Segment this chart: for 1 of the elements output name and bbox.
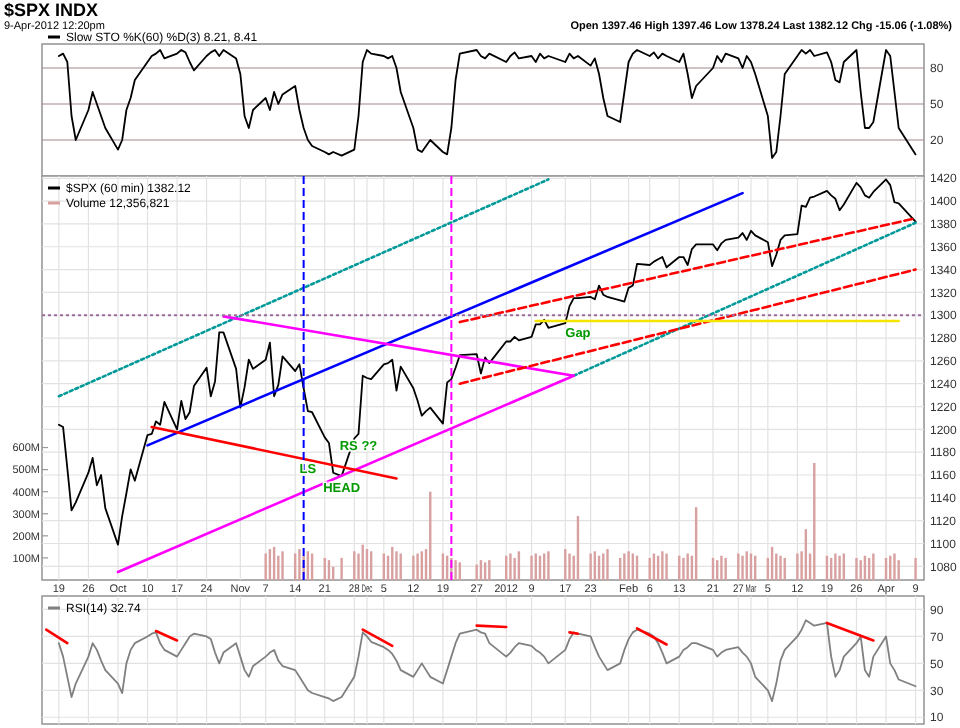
chart-title: $SPX INDX bbox=[4, 0, 99, 20]
